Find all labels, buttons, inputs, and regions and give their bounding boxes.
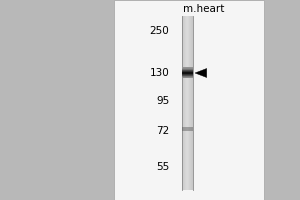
Text: 250: 250 <box>150 26 169 36</box>
Text: 95: 95 <box>156 96 170 106</box>
Bar <box>114 0 264 200</box>
Text: 72: 72 <box>156 126 170 136</box>
Bar <box>182 67 193 68</box>
Bar <box>182 73 193 74</box>
Bar <box>182 72 193 73</box>
Bar <box>182 68 193 69</box>
Bar <box>182 69 193 70</box>
Bar <box>182 74 193 75</box>
Bar <box>182 127 193 131</box>
Bar <box>182 75 193 76</box>
Text: 55: 55 <box>156 162 170 172</box>
Polygon shape <box>195 68 207 77</box>
Text: m.heart: m.heart <box>183 4 225 14</box>
Bar <box>182 77 193 78</box>
Bar <box>182 71 193 72</box>
Bar <box>182 70 193 71</box>
Text: 130: 130 <box>150 68 169 78</box>
Bar <box>182 76 193 77</box>
